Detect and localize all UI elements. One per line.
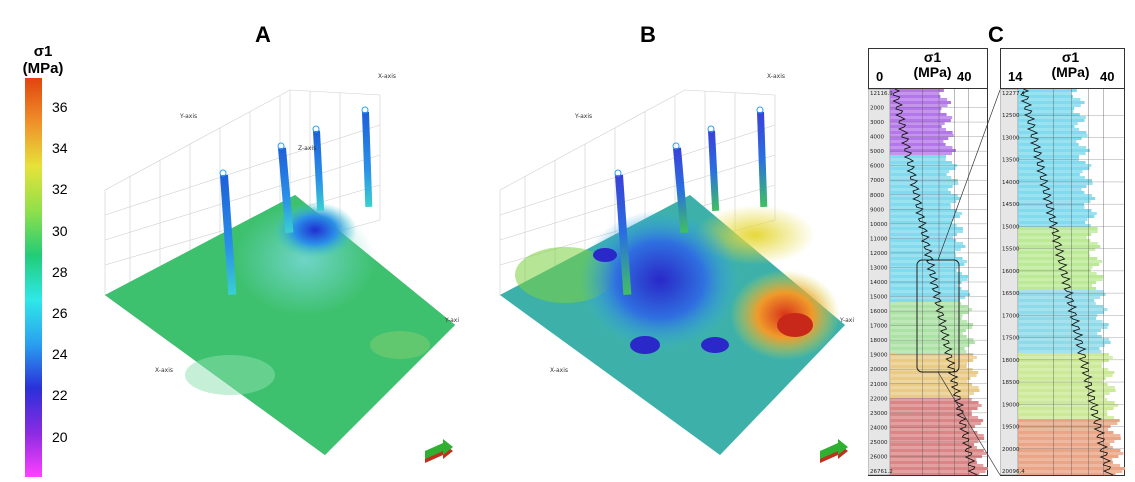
depth-label: 2000 — [870, 106, 884, 112]
well-4 — [757, 111, 768, 208]
depth-label: 15500 — [1002, 247, 1020, 253]
depth-label: 12000 — [870, 251, 888, 257]
panel-label-b: B — [640, 22, 656, 47]
depth-label: 19000 — [1002, 402, 1020, 408]
colorbar-tick-label: 30 — [52, 222, 68, 239]
panel-b-wells — [614, 106, 768, 295]
well-2 — [673, 147, 689, 234]
colorbar-tick-label: 24 — [52, 346, 68, 363]
colorbar-title-symbol: σ1 — [33, 43, 53, 60]
depth-label: 26000 — [870, 454, 888, 460]
depth-label: 17000 — [870, 324, 888, 330]
depth-label: 24000 — [870, 425, 888, 431]
log-track-zoom-title-unit: (MPa) — [1051, 64, 1090, 80]
panel-a-y-axis-right-label: Y-axi — [444, 317, 459, 324]
depth-label: 23000 — [870, 411, 888, 417]
panel-a-y-axis-label: Y-axis — [179, 113, 197, 120]
panel-label-a: A — [255, 22, 271, 47]
log-track-full-plot: 12116.9 2000 3000 4000 5000 6000 7000 8000 9000 1… — [868, 89, 988, 475]
well-3 — [313, 130, 325, 212]
depth-label: 7000 — [870, 178, 884, 184]
log-track-full-title-symbol: σ1 — [923, 49, 942, 65]
depth-label: 18000 — [1002, 358, 1020, 364]
well-3 — [708, 130, 720, 212]
depth-label: 13000 — [1002, 135, 1020, 141]
depth-label: 4000 — [870, 135, 884, 141]
depth-label: 8000 — [870, 193, 884, 199]
panel-b-3d-view: Y-axis X-axis X-axis Y-axi — [499, 73, 854, 463]
well-2 — [278, 147, 294, 234]
zoom-window — [916, 259, 960, 373]
depth-label: 10000 — [870, 222, 888, 228]
zoom-connector — [916, 89, 1001, 476]
depth-label: 22000 — [870, 396, 888, 402]
depth-label: 5000 — [870, 149, 884, 155]
panel-b-x-axis-label: X-axis — [550, 367, 568, 374]
depth-label: 18000 — [870, 338, 888, 344]
depth-label: 21000 — [870, 382, 888, 388]
depth-label: 15000 — [1002, 224, 1020, 230]
panel-a-x-axis-label: X-axis — [155, 367, 173, 374]
colorbar-title-unit: (MPa) — [22, 60, 64, 77]
log-track-zoom-scale-min: 14 — [1008, 69, 1023, 84]
depth-label: 12116.9 — [870, 91, 893, 97]
well-1 — [615, 174, 632, 295]
log-track-zoom-title-symbol: σ1 — [1061, 49, 1080, 65]
depth-label: 26761.2 — [870, 469, 893, 475]
depth-label: 16000 — [870, 309, 888, 315]
depth-label: 17500 — [1002, 336, 1020, 342]
panel-a-wells — [219, 106, 373, 295]
log-track-zoom-plot: 12277.4 12500 13000 13500 14000 14500 15000 155… — [1000, 89, 1125, 475]
depth-label: 14000 — [870, 280, 888, 286]
depth-label: 18500 — [1002, 380, 1020, 386]
depth-label: 15000 — [870, 295, 888, 301]
depth-label: 3000 — [870, 120, 884, 126]
colorbar-tick-label: 32 — [52, 181, 68, 198]
colorbar-tick-label: 28 — [52, 263, 68, 280]
colorbar-tick-label: 36 — [52, 99, 68, 115]
colorbar-tick-label: 22 — [52, 387, 68, 404]
depth-label: 20096.4 — [1002, 469, 1025, 475]
well-1 — [220, 174, 237, 295]
depth-label: 20000 — [1002, 447, 1020, 453]
log-track-full-title: σ1 (MPa) — [895, 50, 970, 80]
depth-label: 17000 — [1002, 313, 1020, 319]
log-track-full-scale-max: 40 — [957, 69, 972, 84]
panel-label-c: C — [988, 22, 1004, 47]
well-4 — [362, 111, 373, 208]
panel-b-y-axis-right-label: Y-axi — [839, 317, 854, 324]
depth-label: 25000 — [870, 440, 888, 446]
log-track-full-scale-min: 0 — [876, 69, 884, 84]
colorbar-tick-label: 26 — [52, 305, 68, 321]
log-track-zoom-title: σ1 (MPa) — [1033, 50, 1108, 80]
depth-label: 19000 — [870, 353, 888, 359]
colorbar-gradient — [25, 78, 42, 477]
panel-a-orientation-arrow-icon — [425, 439, 453, 463]
log-track-full-title-unit: (MPa) — [913, 64, 952, 80]
panel-b-x-axis-top-label: X-axis — [767, 73, 785, 80]
depth-label: 19500 — [1002, 425, 1020, 431]
depth-label: 16000 — [1002, 269, 1020, 275]
panel-a-3d-view: Y-axis X-axis Z-axis X-axis Y-axi — [104, 73, 459, 463]
depth-label: 20000 — [870, 367, 888, 373]
depth-label: 14000 — [1002, 180, 1020, 186]
panel-b-y-axis-label: Y-axis — [574, 113, 592, 120]
panel-b-orientation-arrow-icon — [820, 439, 848, 463]
depth-label: 14500 — [1002, 202, 1020, 208]
depth-label: 9000 — [870, 207, 884, 213]
colorbar-title: σ1 (MPa) — [20, 43, 66, 77]
depth-label: 12500 — [1002, 113, 1020, 119]
log-track-zoom-scale-max: 40 — [1100, 69, 1115, 84]
depth-label: 12277.4 — [1002, 91, 1025, 97]
depth-label: 13500 — [1002, 158, 1020, 164]
panel-a-z-axis-label: Z-axis — [298, 145, 316, 152]
depth-label: 11000 — [870, 236, 888, 242]
panel-a-x-axis-top-label: X-axis — [378, 73, 396, 80]
depth-label: 6000 — [870, 164, 884, 170]
colorbar-tick-label: 34 — [52, 140, 68, 157]
depth-label: 16500 — [1002, 291, 1020, 297]
depth-label: 13000 — [870, 265, 888, 271]
colorbar-tick-label: 20 — [52, 428, 68, 445]
